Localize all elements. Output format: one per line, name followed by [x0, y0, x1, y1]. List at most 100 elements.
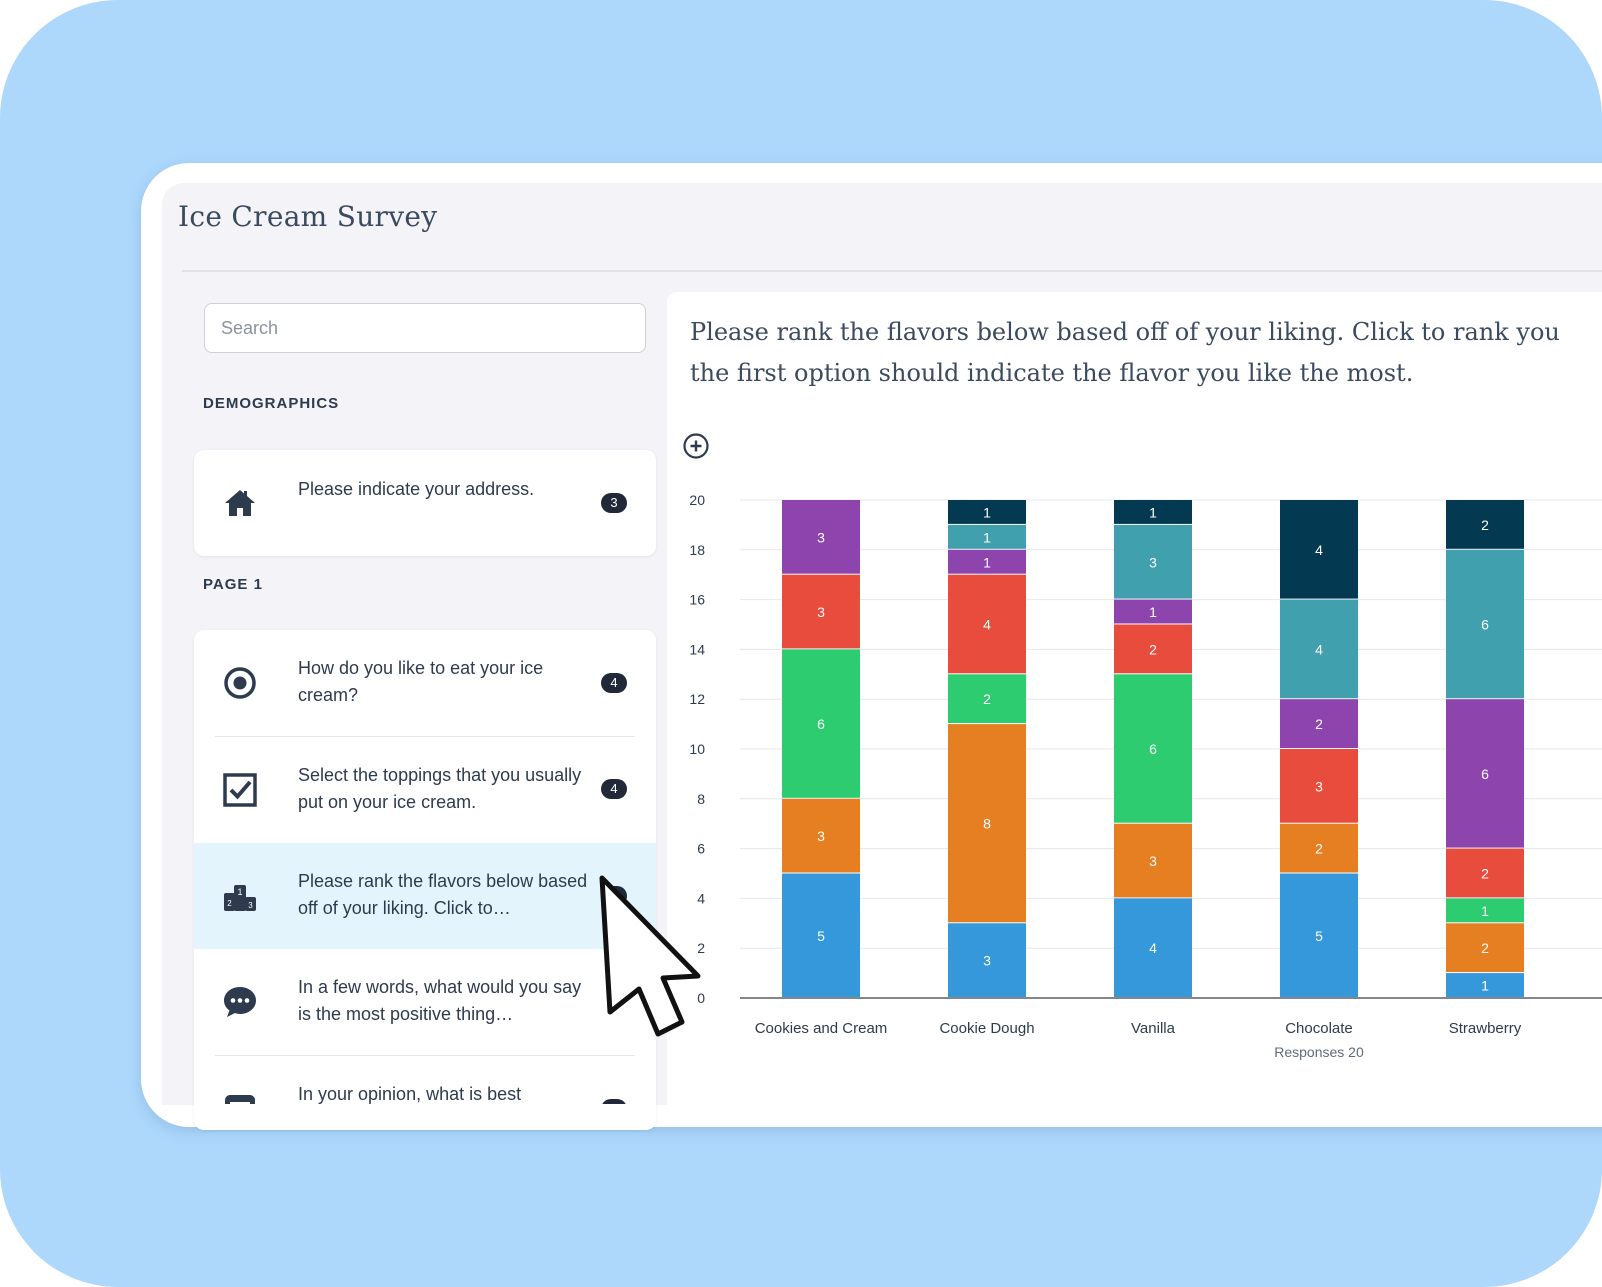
- response-count-badge: 4: [601, 673, 627, 693]
- question-item-address[interactable]: Please indicate your address. 3: [194, 450, 656, 556]
- response-count-badge: 4: [601, 779, 627, 799]
- bar-data-label: 4: [1315, 641, 1323, 657]
- question-card-demographics: [194, 450, 656, 556]
- bar-data-label: 1: [983, 554, 991, 570]
- question-text: How do you like to eat your ice cream?: [298, 658, 544, 705]
- bar-data-label: 3: [983, 953, 991, 969]
- bar-segment: [1446, 973, 1524, 997]
- bar-segment: [782, 798, 860, 873]
- search-input[interactable]: [204, 303, 646, 353]
- y-tick-label: 0: [697, 990, 705, 1006]
- bar-segment: [1114, 898, 1192, 997]
- list-divider: [215, 1055, 635, 1056]
- home-icon: [225, 490, 255, 516]
- checkbox-icon: [223, 773, 257, 807]
- bar-data-label: 2: [983, 691, 991, 707]
- bar-data-label: 1: [983, 529, 991, 545]
- bar-segment: [782, 873, 860, 997]
- bar-data-label: 1: [1149, 604, 1157, 620]
- bar-segment: [1280, 699, 1358, 748]
- question-item-rank-flavors[interactable]: 1 2 3 Please rank the flavors below base…: [194, 843, 656, 949]
- bar-data-label: 1: [983, 504, 991, 520]
- bar-segment: [1114, 624, 1192, 674]
- bar-segment: [1446, 923, 1524, 973]
- zoom-in-icon[interactable]: [682, 432, 710, 460]
- bar-segment: [1114, 823, 1192, 898]
- bar-data-label: 8: [983, 816, 991, 832]
- bar-segment: [1280, 749, 1358, 823]
- chart-footnote: Responses 20: [1274, 1044, 1364, 1060]
- bar-data-label: 1: [1481, 903, 1489, 919]
- y-tick-label: 10: [689, 741, 705, 757]
- y-tick-label: 2: [697, 940, 705, 956]
- bar-data-label: 3: [817, 604, 825, 620]
- y-tick-label: 14: [689, 641, 705, 657]
- question-item-toppings[interactable]: Select the toppings that you usually put…: [194, 737, 656, 843]
- bar-data-label: 4: [1315, 542, 1323, 558]
- question-item-best-opinion[interactable]: In your opinion, what is best: [194, 1056, 656, 1104]
- bar-data-label: 1: [1149, 504, 1157, 520]
- bar-segment: [948, 524, 1026, 549]
- bar-segment: [1114, 524, 1192, 599]
- bar-data-label: 6: [817, 716, 825, 732]
- y-tick-label: 12: [689, 691, 705, 707]
- bar-data-label: 2: [1481, 940, 1489, 956]
- bar-segment: [948, 923, 1026, 997]
- question-text: Select the toppings that you usually put…: [298, 765, 582, 812]
- bar-segment: [782, 574, 860, 649]
- text-box-icon: [225, 1095, 255, 1104]
- question-text: Please rank the flavors below based off …: [298, 871, 588, 918]
- x-category-label: Chocolate: [1285, 1020, 1353, 1037]
- x-category-label: Cookies and Cream: [755, 1020, 888, 1037]
- bar-segment: [1446, 898, 1524, 923]
- section-label-page-1: PAGE 1: [203, 576, 263, 593]
- bar-data-label: 5: [1315, 928, 1323, 944]
- question-heading: Please rank the flavors below based off …: [690, 312, 1602, 402]
- bar-data-label: 6: [1149, 741, 1157, 757]
- response-count-badge: [601, 1099, 627, 1104]
- question-item-positive-thing[interactable]: In a few words, what would you say is th…: [194, 949, 656, 1055]
- bar-segment: [948, 724, 1026, 923]
- x-category-label: Strawberry: [1449, 1020, 1522, 1037]
- bar-segment: [948, 674, 1026, 724]
- bar-segment: [1280, 599, 1358, 699]
- question-item-eat-style[interactable]: How do you like to eat your ice cream? 4: [194, 630, 656, 736]
- bar-segment: [1446, 699, 1524, 848]
- bar-segment: [948, 500, 1026, 524]
- radio-button-icon: [224, 667, 256, 699]
- bar-segment: [1280, 823, 1358, 873]
- svg-text:3: 3: [248, 901, 253, 910]
- y-tick-label: 16: [689, 592, 705, 608]
- ranking-podium-icon: 1 2 3: [224, 885, 256, 911]
- bar-segment: [782, 649, 860, 798]
- page-title: Ice Cream Survey: [178, 200, 438, 233]
- bar-data-label: 5: [817, 928, 825, 944]
- y-tick-label: 18: [689, 542, 705, 558]
- mouse-pointer-icon: [599, 875, 701, 1037]
- bar-segment: [1280, 500, 1358, 599]
- bar-data-label: 3: [1149, 554, 1157, 570]
- bar-segment: [948, 549, 1026, 574]
- bar-data-label: 3: [1315, 778, 1323, 794]
- bar-data-label: 6: [1481, 766, 1489, 782]
- bar-data-label: 2: [1315, 716, 1323, 732]
- bar-segment: [1446, 500, 1524, 549]
- question-heading-line-1: Please rank the flavors below based off …: [690, 318, 1560, 346]
- list-divider: [215, 736, 635, 737]
- title-divider: [182, 270, 1602, 272]
- bar-data-label: 2: [1315, 841, 1323, 857]
- bar-data-label: 2: [1149, 641, 1157, 657]
- svg-text:1: 1: [237, 887, 242, 897]
- bar-segment: [1114, 500, 1192, 524]
- x-category-label: Cookie Dough: [939, 1020, 1034, 1037]
- x-category-label: Vanilla: [1131, 1020, 1176, 1037]
- question-text: In your opinion, what is best: [298, 1084, 522, 1104]
- question-text: Please indicate your address.: [298, 479, 535, 499]
- bar-segment: [1114, 674, 1192, 823]
- bar-segment: [948, 574, 1026, 674]
- bar-segment: [1446, 848, 1524, 898]
- y-tick-label: 20: [689, 492, 705, 508]
- question-text: In a few words, what would you say is th…: [298, 977, 582, 1024]
- bar-segment: [1446, 549, 1524, 699]
